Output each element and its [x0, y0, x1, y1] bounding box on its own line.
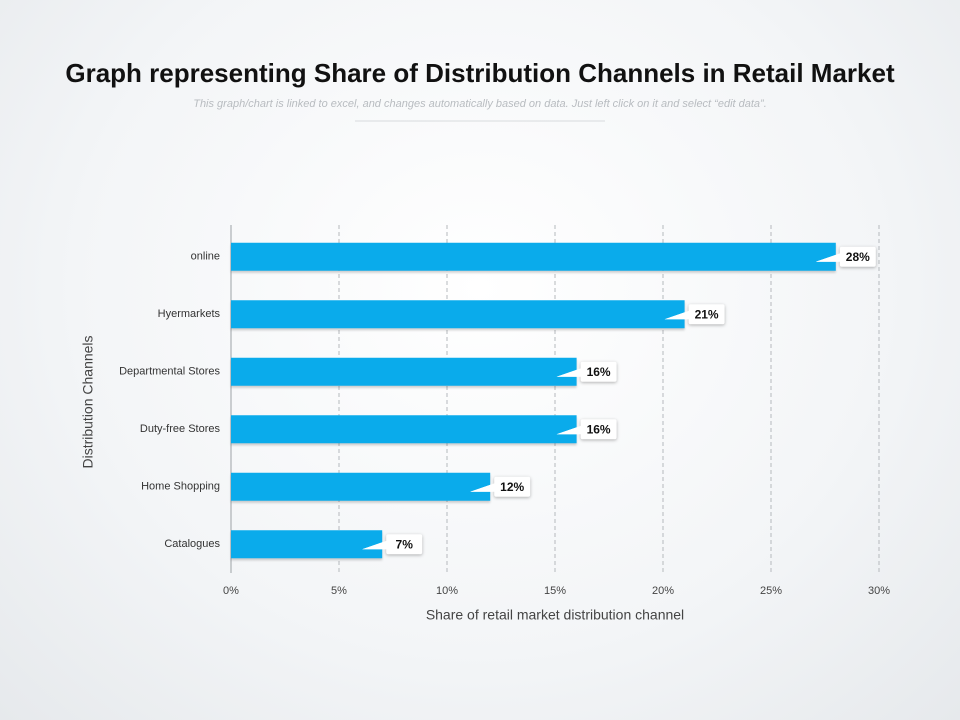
y-axis-label: Distribution Channels: [80, 335, 96, 468]
x-tick-label: 25%: [760, 585, 782, 597]
chart-title: Graph representing Share of Distribution…: [65, 58, 895, 88]
x-tick-label: 10%: [436, 585, 458, 597]
value-label-box: [839, 246, 876, 267]
value-label: 12%: [500, 480, 524, 494]
bar: [231, 300, 685, 329]
x-tick-label: 20%: [652, 585, 674, 597]
label-pointer-cover: [815, 252, 842, 262]
value-label-box: [580, 361, 617, 382]
value-label: 16%: [587, 365, 611, 379]
value-label: 21%: [695, 307, 719, 321]
value-label-box: [580, 419, 617, 440]
label-pointer-cover: [556, 425, 583, 435]
label-pointer-cover: [664, 310, 691, 320]
y-tick-label: Hyermarkets: [158, 308, 221, 320]
y-tick-label: Home Shopping: [141, 481, 220, 493]
y-tick-label: online: [191, 251, 220, 263]
value-label: 28%: [846, 250, 870, 264]
y-tick-label: Duty-free Stores: [140, 423, 221, 435]
bar: [231, 357, 577, 386]
label-pointer-cover: [556, 367, 583, 377]
bar: [231, 530, 383, 559]
x-axis-label: Share of retail market distribution chan…: [426, 607, 684, 623]
label-pointer-cover: [362, 540, 389, 550]
y-tick-label: Departmental Stores: [119, 366, 220, 378]
x-tick-label: 15%: [544, 585, 566, 597]
value-label-box: [386, 534, 423, 555]
chart-subtitle: This graph/chart is linked to excel, and…: [193, 98, 767, 110]
bar: [231, 242, 836, 271]
x-tick-label: 30%: [868, 585, 890, 597]
bar: [231, 415, 577, 444]
label-pointer-cover: [470, 482, 497, 492]
y-tick-label: Catalogues: [164, 538, 220, 550]
value-label: 16%: [587, 422, 611, 436]
value-label-box: [494, 476, 531, 497]
bar: [231, 472, 491, 501]
x-tick-label: 5%: [331, 585, 347, 597]
value-label: 7%: [396, 537, 414, 551]
x-tick-label: 0%: [223, 585, 239, 597]
value-label-box: [688, 304, 725, 325]
